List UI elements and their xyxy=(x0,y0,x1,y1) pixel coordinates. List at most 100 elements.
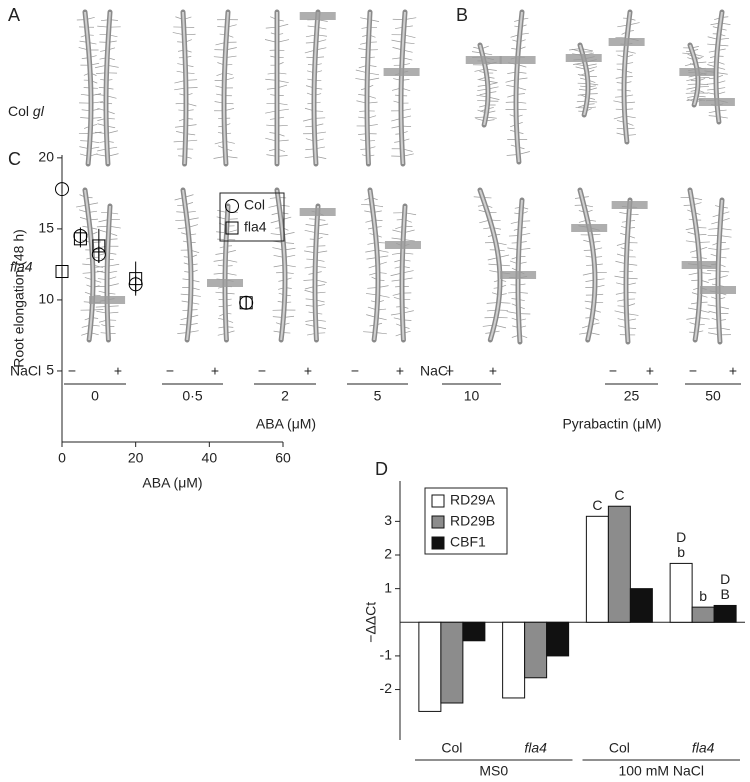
root-core xyxy=(104,11,111,165)
root-core xyxy=(312,11,319,165)
y-axis-label: Root elongation (48 h) xyxy=(11,229,27,368)
legend-label: RD29A xyxy=(450,492,496,508)
root xyxy=(207,203,244,343)
y-tick-label: -1 xyxy=(380,647,393,663)
x-tick-label: Col xyxy=(441,740,462,756)
root xyxy=(94,9,121,167)
bar xyxy=(524,621,548,679)
bar-letter: C xyxy=(614,487,624,503)
x-tick-label: fla4 xyxy=(524,740,547,756)
dose-label: 25 xyxy=(624,388,640,404)
mark-bar xyxy=(89,296,126,304)
plus-sign: + xyxy=(211,363,219,379)
x-tick-label: 0 xyxy=(58,450,66,466)
root-core xyxy=(222,11,229,165)
y-tick-label: 1 xyxy=(384,579,392,595)
root xyxy=(76,9,103,167)
minus-sign: − xyxy=(689,363,697,379)
root xyxy=(679,42,716,108)
minus-sign: − xyxy=(351,363,359,379)
root xyxy=(383,9,420,167)
minus-sign: − xyxy=(68,363,76,379)
mark-bar xyxy=(681,261,718,269)
mark-bar xyxy=(608,38,645,46)
root xyxy=(268,187,296,343)
dose-label: 10 xyxy=(464,388,480,404)
y-tick-label: 20 xyxy=(38,149,54,165)
x-tick-label: 40 xyxy=(202,450,218,466)
plus-sign: + xyxy=(304,363,312,379)
mark-bar xyxy=(500,271,537,279)
dose-label: 50 xyxy=(705,388,721,404)
root-core xyxy=(313,205,319,341)
root xyxy=(361,187,390,343)
root-core xyxy=(400,205,406,341)
minus-sign: − xyxy=(258,363,266,379)
x-axis-label: ABA (μM) xyxy=(142,475,202,491)
mark-bar xyxy=(465,56,502,64)
root xyxy=(608,9,645,145)
panel-letter: D xyxy=(375,459,388,479)
root-core xyxy=(514,11,523,163)
legend-swatch xyxy=(431,515,445,529)
x-tick-label: Col xyxy=(609,740,630,756)
root xyxy=(565,42,602,118)
bar-letter: B xyxy=(720,586,729,602)
root xyxy=(473,187,511,343)
marker xyxy=(92,239,106,253)
mark-bar xyxy=(679,68,716,76)
root xyxy=(89,203,126,343)
marker xyxy=(55,265,69,279)
axis-label: ABA (μM) xyxy=(256,416,316,432)
marker xyxy=(73,232,87,246)
row-label: fla4 xyxy=(10,259,33,275)
marker xyxy=(239,296,253,310)
panel-letter: A xyxy=(8,5,20,25)
mark-bar xyxy=(384,241,421,249)
legend-swatch xyxy=(431,536,445,550)
root xyxy=(355,9,380,167)
root xyxy=(680,187,718,343)
root xyxy=(384,203,421,343)
marker xyxy=(129,272,143,286)
x-tick-label: 60 xyxy=(275,450,291,466)
y-tick-label: 15 xyxy=(38,220,54,236)
root-core xyxy=(624,199,631,343)
bar xyxy=(418,621,442,712)
axis-label: Pyrabactin (μM) xyxy=(562,416,661,432)
legend-box xyxy=(424,487,508,555)
minus-sign: − xyxy=(166,363,174,379)
panel-letter: C xyxy=(8,149,21,169)
root xyxy=(571,187,608,343)
plus-sign: + xyxy=(396,363,404,379)
nacl-label: NaCl xyxy=(10,363,41,379)
root xyxy=(174,187,201,343)
root xyxy=(76,187,104,343)
mark-bar xyxy=(611,201,648,209)
bar xyxy=(669,562,693,623)
root-core xyxy=(622,11,631,143)
y-tick-label: -2 xyxy=(380,680,393,696)
root-core xyxy=(365,11,371,165)
mark-bar xyxy=(499,56,536,64)
root-core xyxy=(182,189,193,341)
dose-label: 5 xyxy=(374,388,382,404)
minus-sign: − xyxy=(446,363,454,379)
mark-bar xyxy=(299,12,336,20)
root-core xyxy=(716,199,723,343)
root-core xyxy=(479,189,501,341)
marker xyxy=(55,182,69,197)
root xyxy=(299,9,336,167)
row-label: Col gl xyxy=(8,103,45,119)
legend-label: CBF1 xyxy=(450,534,486,550)
mark-bar xyxy=(299,208,336,216)
bar xyxy=(462,621,486,642)
bar xyxy=(691,606,715,623)
row-label-italic: gl xyxy=(33,103,45,119)
root xyxy=(499,9,536,165)
root-core xyxy=(276,189,287,341)
root xyxy=(611,197,648,345)
mark-bar xyxy=(698,98,735,106)
root-core xyxy=(579,189,596,341)
